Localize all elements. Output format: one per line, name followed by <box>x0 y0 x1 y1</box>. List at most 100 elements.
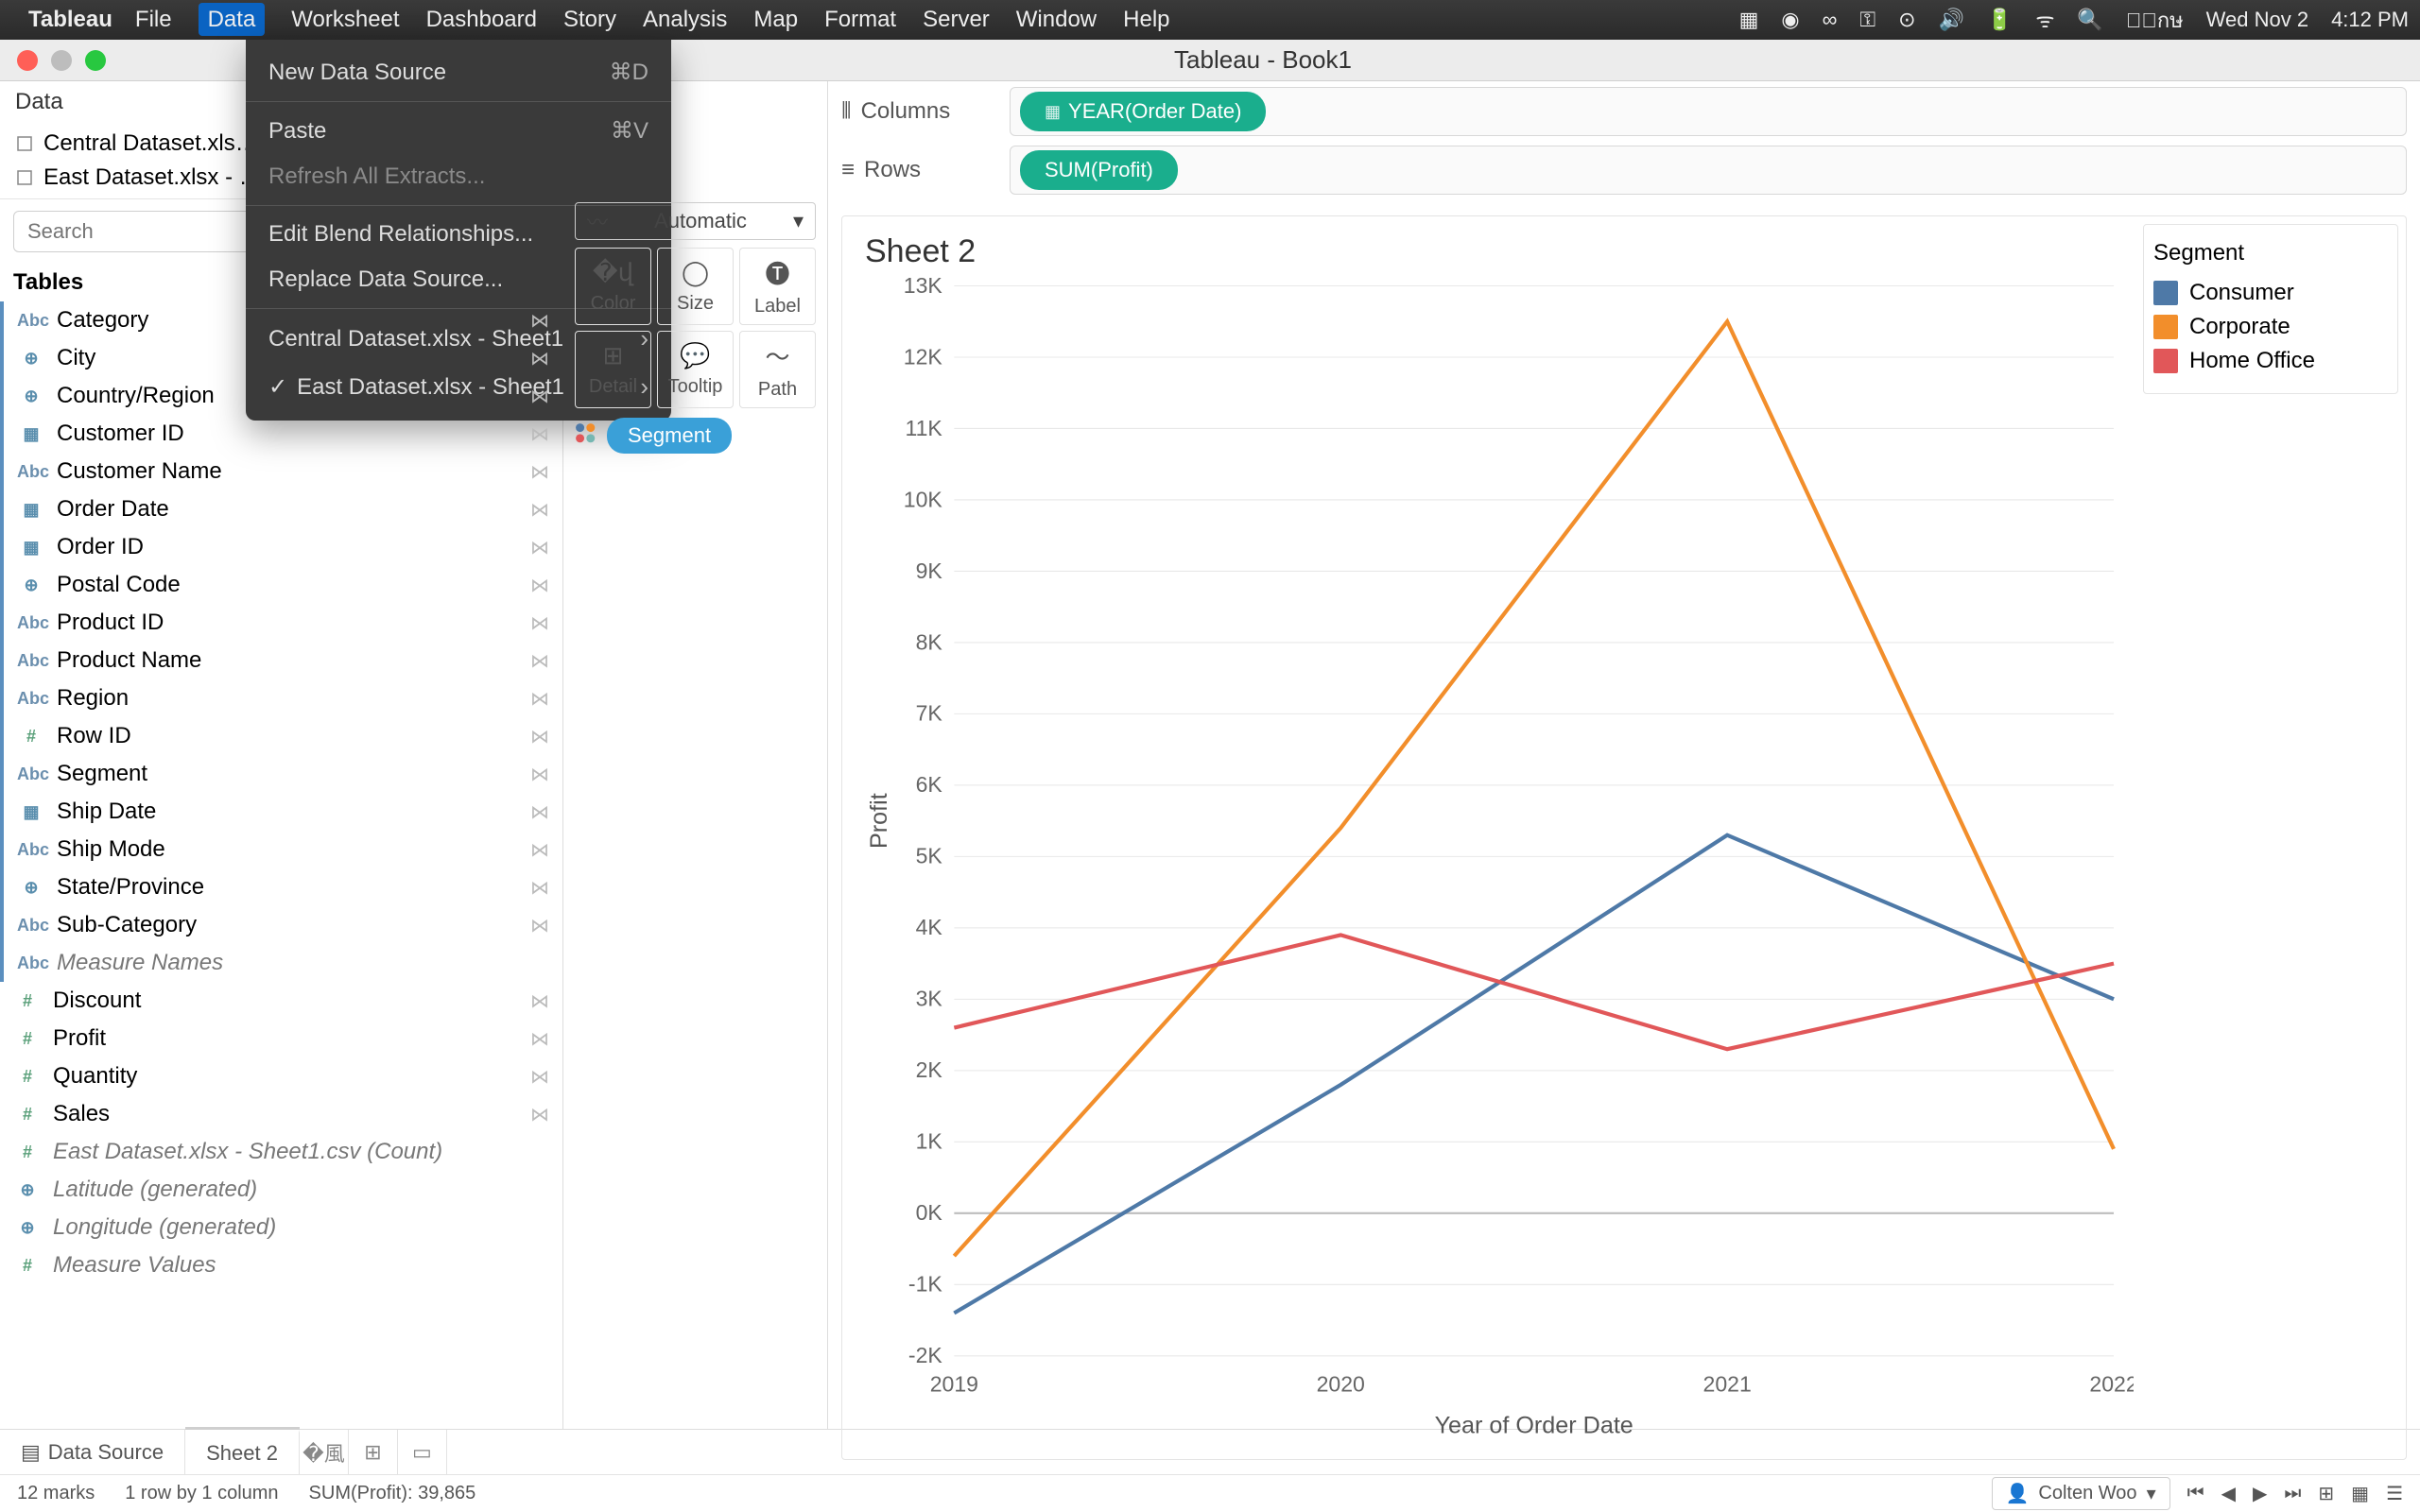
rows-shelf-label: ≡Rows <box>841 157 993 183</box>
window-zoom-button[interactable] <box>85 50 106 71</box>
svg-text:13K: 13K <box>904 276 943 298</box>
field-item[interactable]: ▦Order Date⋈ <box>0 490 562 528</box>
field-item[interactable]: ⊕Country/Region⋈ <box>0 377 562 415</box>
field-item[interactable]: ⊕Postal Code⋈ <box>0 566 562 604</box>
marks-type-dropdown[interactable]: 〰Automatic▾ <box>575 202 816 240</box>
field-item[interactable]: ▦Ship Date⋈ <box>0 793 562 831</box>
svg-text:5K: 5K <box>916 844 943 868</box>
battery-icon[interactable]: 🔋 <box>1987 8 2013 32</box>
user-menu[interactable]: 👤Colten Woo▾ <box>1992 1477 2170 1510</box>
svg-text:Year of Order Date: Year of Order Date <box>1435 1413 1634 1439</box>
field-item[interactable]: AbcSub-Category⋈ <box>0 906 562 944</box>
nav-last-button[interactable]: ⏭ <box>2284 1483 2301 1504</box>
field-item[interactable]: #East Dataset.xlsx - Sheet1.csv (Count) <box>0 1133 562 1171</box>
marks-size-button[interactable]: ◯Size <box>657 248 734 325</box>
field-item[interactable]: ⊕Longitude (generated) <box>0 1209 562 1246</box>
menu-dashboard[interactable]: Dashboard <box>426 7 537 32</box>
menu-file[interactable]: File <box>135 7 172 32</box>
play-icon[interactable]: ⊙ <box>1898 8 1915 32</box>
status-bar: 12 marks 1 row by 1 column SUM(Profit): … <box>0 1474 2420 1512</box>
field-item[interactable]: #Sales⋈ <box>0 1095 562 1133</box>
new-dashboard-button[interactable]: ⊞ <box>349 1430 398 1474</box>
field-item[interactable]: ⊕Latitude (generated) <box>0 1171 562 1209</box>
menubar-time[interactable]: 4:12 PM <box>2331 8 2409 32</box>
status-icon[interactable]: ◉ <box>1781 8 1799 32</box>
nav-next-button[interactable]: ▶ <box>2253 1482 2267 1505</box>
key-icon[interactable]: ⚿ <box>1859 8 1876 32</box>
menubar-date[interactable]: Wed Nov 2 <box>2206 8 2308 32</box>
field-item[interactable]: AbcCustomer Name⋈ <box>0 453 562 490</box>
new-story-button[interactable]: ▭ <box>398 1430 447 1474</box>
field-item[interactable]: ▦Order ID⋈ <box>0 528 562 566</box>
svg-text:10K: 10K <box>904 487 943 511</box>
field-item[interactable]: #Row ID⋈ <box>0 717 562 755</box>
app-name[interactable]: Tableau <box>28 7 112 33</box>
field-item[interactable]: ⊕State/Province⋈ <box>0 868 562 906</box>
volume-icon[interactable]: 🔊 <box>1939 8 1964 32</box>
marks-detail-button[interactable]: ⊞Detail <box>575 331 651 408</box>
menu-help[interactable]: Help <box>1123 7 1169 32</box>
tab-data-source[interactable]: ▤Data Source <box>0 1430 185 1474</box>
view-list-button[interactable]: ☰ <box>2386 1482 2403 1505</box>
svg-text:2020: 2020 <box>1317 1372 1365 1397</box>
new-worksheet-button[interactable]: �風 <box>300 1430 349 1474</box>
svg-text:0K: 0K <box>916 1200 943 1225</box>
field-item[interactable]: AbcProduct ID⋈ <box>0 604 562 642</box>
field-item[interactable]: AbcProduct Name⋈ <box>0 642 562 679</box>
menu-data[interactable]: Data <box>199 3 266 36</box>
wifi-icon[interactable]: ᯤ <box>2035 6 2054 34</box>
svg-text:-1K: -1K <box>908 1272 942 1297</box>
field-item[interactable]: #Profit⋈ <box>0 1020 562 1057</box>
legend-item[interactable]: Corporate <box>2153 310 2388 344</box>
marks-tooltip-button[interactable]: 💬Tooltip <box>657 331 734 408</box>
menu-map[interactable]: Map <box>753 7 798 32</box>
tab-sheet[interactable]: Sheet 2 <box>185 1430 300 1474</box>
columns-shelf[interactable]: YEAR(Order Date) <box>1010 87 2407 136</box>
svg-text:3K: 3K <box>916 987 943 1011</box>
rows-shelf[interactable]: SUM(Profit) <box>1010 146 2407 195</box>
svg-text:6K: 6K <box>916 772 943 797</box>
field-item[interactable]: #Quantity⋈ <box>0 1057 562 1095</box>
field-item[interactable]: AbcRegion⋈ <box>0 679 562 717</box>
svg-text:11K: 11K <box>905 416 942 440</box>
marks-color-pill[interactable]: Segment <box>607 418 732 454</box>
marks-color-button[interactable]: �վColor <box>575 248 651 325</box>
control-center-icon[interactable]: �ักษ <box>2126 4 2184 37</box>
field-item[interactable]: ⊕City⋈ <box>0 339 562 377</box>
svg-text:4K: 4K <box>916 915 943 939</box>
view-grid-button[interactable]: ⊞ <box>2318 1482 2334 1505</box>
menu-server[interactable]: Server <box>923 7 990 32</box>
field-item[interactable]: #Discount⋈ <box>0 982 562 1020</box>
view-cards-button[interactable]: ▦ <box>2351 1482 2369 1505</box>
status-icon[interactable]: ▦ <box>1739 8 1759 32</box>
svg-text:8K: 8K <box>916 629 943 654</box>
window-close-button[interactable] <box>17 50 38 71</box>
legend-item[interactable]: Home Office <box>2153 344 2388 378</box>
legend-item[interactable]: Consumer <box>2153 276 2388 310</box>
rows-pill[interactable]: SUM(Profit) <box>1020 150 1178 190</box>
marks-path-button[interactable]: 〜Path <box>739 331 816 408</box>
color-legend[interactable]: Segment ConsumerCorporateHome Office <box>2143 224 2398 394</box>
search-icon[interactable]: 🔍 <box>2077 8 2102 32</box>
line-chart[interactable]: -2K-1K0K1K2K3K4K5K6K7K8K9K10K11K12K13K20… <box>865 276 2134 1445</box>
window-minimize-button[interactable] <box>51 50 72 71</box>
field-item[interactable]: AbcCategory⋈ <box>0 301 562 339</box>
nav-prev-button[interactable]: ◀ <box>2221 1482 2236 1505</box>
menu-format[interactable]: Format <box>824 7 896 32</box>
field-item[interactable]: AbcMeasure Names <box>0 944 562 982</box>
columns-pill[interactable]: YEAR(Order Date) <box>1020 92 1266 131</box>
nav-first-button[interactable]: ⏮ <box>2187 1483 2204 1504</box>
field-item[interactable]: ▦Customer ID⋈ <box>0 415 562 453</box>
menu-analysis[interactable]: Analysis <box>643 7 727 32</box>
field-item[interactable]: AbcSegment⋈ <box>0 755 562 793</box>
field-item[interactable]: #Measure Values <box>0 1246 562 1284</box>
field-item[interactable]: AbcShip Mode⋈ <box>0 831 562 868</box>
legend-title: Segment <box>2153 240 2388 266</box>
svg-text:9K: 9K <box>916 558 943 583</box>
status-icon[interactable]: ∞ <box>1823 8 1838 32</box>
window-title: Tableau - Book1 <box>1174 45 1352 75</box>
menu-worksheet[interactable]: Worksheet <box>291 7 399 32</box>
menu-window[interactable]: Window <box>1016 7 1097 32</box>
marks-label-button[interactable]: 🅣Label <box>739 248 816 325</box>
menu-story[interactable]: Story <box>563 7 616 32</box>
